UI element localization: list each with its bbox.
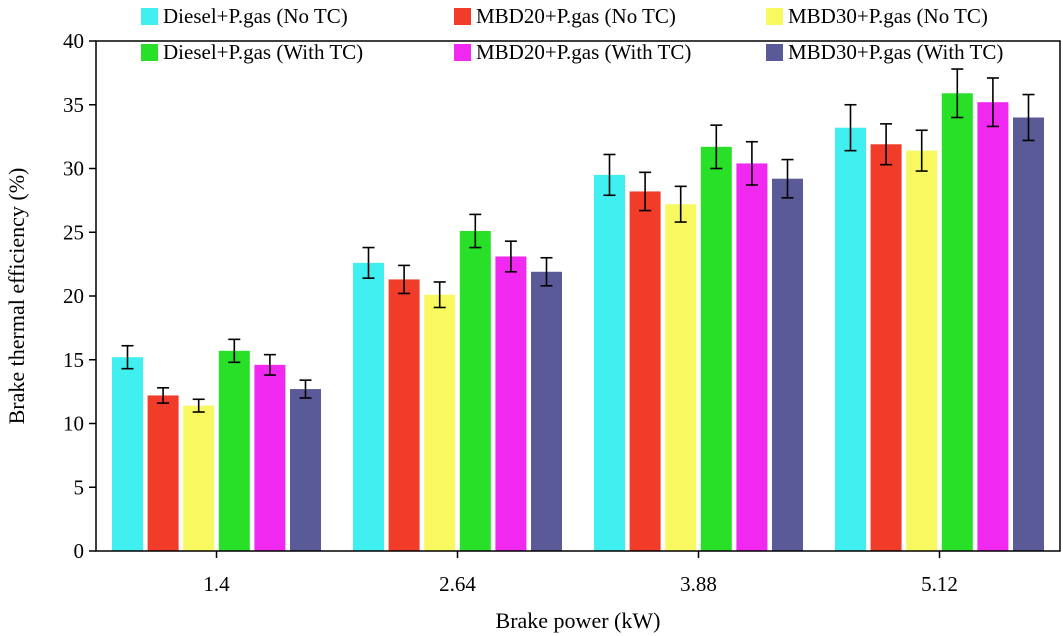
legend-swatch bbox=[766, 44, 783, 61]
x-tick-label: 1.4 bbox=[203, 572, 230, 596]
y-tick-label: 0 bbox=[74, 539, 85, 563]
legend-swatch bbox=[141, 44, 158, 61]
bar bbox=[594, 174, 625, 551]
axes: 0 5 10 15 20 25 30 35 40 1.4 2.64 3.88 5.12 bbox=[63, 29, 1061, 596]
bar bbox=[772, 178, 803, 551]
bar bbox=[147, 395, 179, 551]
bar bbox=[870, 144, 902, 551]
bar bbox=[835, 127, 866, 551]
legend-swatch bbox=[454, 44, 471, 61]
bar bbox=[906, 150, 938, 551]
y-axis-title: Brake thermal efficiency (%) bbox=[4, 168, 29, 425]
bar bbox=[977, 102, 1009, 551]
x-tick-label: 5.12 bbox=[921, 572, 958, 596]
bar bbox=[290, 389, 321, 551]
y-tick-label: 25 bbox=[63, 220, 84, 244]
legend-swatch bbox=[766, 8, 783, 25]
y-tick-label: 40 bbox=[63, 29, 84, 53]
legend-label: Diesel+P.gas (With TC) bbox=[163, 40, 363, 64]
bar bbox=[1013, 117, 1044, 551]
legend-swatch bbox=[141, 8, 158, 25]
y-tick-label: 10 bbox=[63, 412, 84, 436]
x-axis-title: Brake power (kW) bbox=[496, 608, 661, 633]
y-tick-label: 5 bbox=[74, 475, 85, 499]
bar bbox=[459, 230, 491, 551]
y-tick-label: 15 bbox=[63, 348, 84, 372]
bar bbox=[941, 93, 973, 552]
bar bbox=[736, 163, 768, 551]
bar bbox=[388, 279, 420, 551]
y-tick-label: 35 bbox=[63, 93, 84, 117]
y-tick-label: 20 bbox=[63, 284, 84, 308]
bar bbox=[531, 271, 562, 551]
y-tick-label: 30 bbox=[63, 157, 84, 181]
bar bbox=[254, 364, 286, 551]
legend-swatch bbox=[454, 8, 471, 25]
x-tick-label: 3.88 bbox=[680, 572, 717, 596]
bar bbox=[112, 357, 143, 551]
legend-label: MBD30+P.gas (With TC) bbox=[788, 40, 1003, 64]
legend-label: MBD30+P.gas (No TC) bbox=[788, 4, 988, 28]
legend-label: Diesel+P.gas (No TC) bbox=[163, 4, 348, 28]
bar bbox=[629, 191, 661, 551]
bar bbox=[424, 294, 456, 551]
x-tick-label: 2.64 bbox=[439, 572, 476, 596]
bar bbox=[353, 262, 384, 551]
legend-label: MBD20+P.gas (With TC) bbox=[476, 40, 691, 64]
legend: Diesel+P.gas (No TC) MBD20+P.gas (No TC) M… bbox=[141, 4, 1003, 64]
bar bbox=[218, 350, 250, 551]
bar bbox=[700, 146, 732, 551]
bar bbox=[183, 405, 215, 551]
legend-label: MBD20+P.gas (No TC) bbox=[476, 4, 676, 28]
bars bbox=[112, 68, 1044, 552]
bar bbox=[495, 256, 527, 551]
bar bbox=[665, 204, 697, 551]
